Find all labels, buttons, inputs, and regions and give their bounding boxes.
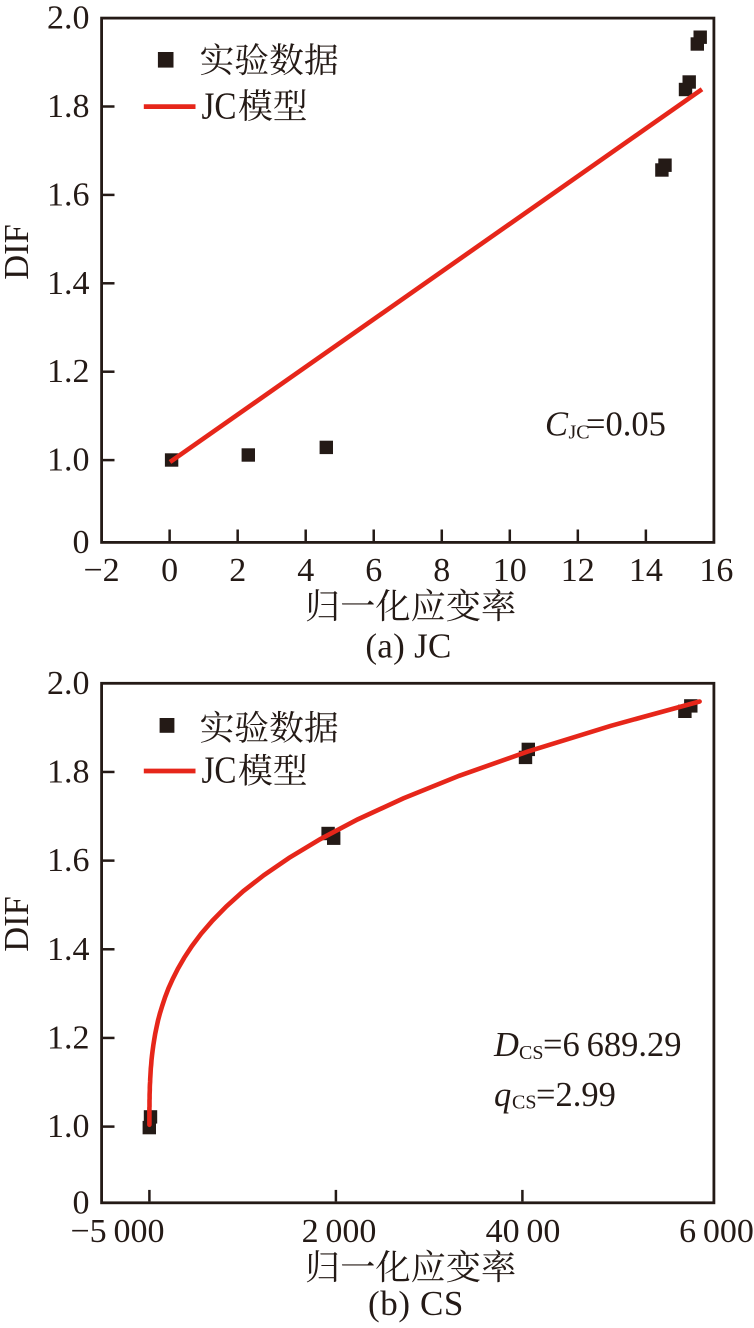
svg-text:10: 10 — [493, 552, 527, 589]
svg-text:CS: CS — [519, 1042, 543, 1064]
svg-text:−5 000: −5 000 — [71, 1213, 165, 1250]
svg-text:=0.05: =0.05 — [586, 406, 666, 444]
svg-text:DIF: DIF — [0, 896, 36, 952]
svg-text:16: 16 — [699, 552, 733, 589]
svg-text:8: 8 — [433, 552, 450, 589]
svg-text:=6 689.29: =6 689.29 — [543, 1026, 682, 1064]
svg-text:1.4: 1.4 — [47, 931, 90, 968]
svg-text:CS: CS — [512, 1092, 536, 1114]
svg-text:40 00: 40 00 — [486, 1213, 561, 1250]
svg-text:JC: JC — [569, 422, 590, 444]
svg-text:4: 4 — [297, 552, 314, 589]
svg-text:−2: −2 — [84, 552, 120, 589]
svg-text:2.0: 2.0 — [47, 665, 90, 702]
svg-text:1.8: 1.8 — [47, 88, 90, 125]
svg-text:0: 0 — [73, 1184, 90, 1221]
svg-text:14: 14 — [629, 552, 663, 589]
svg-text:(a) JC: (a) JC — [365, 627, 451, 666]
svg-text:1.8: 1.8 — [47, 754, 90, 791]
svg-text:DIF: DIF — [0, 224, 36, 280]
svg-text:2.0: 2.0 — [47, 0, 90, 37]
svg-text:0: 0 — [161, 552, 178, 589]
svg-text:1.6: 1.6 — [47, 176, 90, 213]
svg-text:C: C — [545, 406, 569, 444]
svg-text:2 000: 2 000 — [302, 1213, 377, 1250]
svg-text:1.0: 1.0 — [47, 1108, 90, 1145]
svg-text:1.2: 1.2 — [47, 353, 90, 390]
svg-text:q: q — [494, 1076, 511, 1114]
svg-text:6 000: 6 000 — [679, 1213, 754, 1250]
svg-text:1.2: 1.2 — [47, 1019, 90, 1056]
svg-text:D: D — [493, 1026, 519, 1064]
svg-text:2: 2 — [229, 552, 246, 589]
svg-text:JC: JC — [202, 85, 237, 127]
svg-text:12: 12 — [561, 552, 595, 589]
svg-text:1.6: 1.6 — [47, 842, 90, 879]
svg-text:0: 0 — [73, 524, 90, 561]
svg-text:=2.99: =2.99 — [536, 1076, 616, 1114]
svg-text:(b) CS: (b) CS — [368, 1284, 464, 1323]
svg-text:1.4: 1.4 — [47, 265, 90, 302]
svg-text:6: 6 — [365, 552, 382, 589]
svg-text:JC: JC — [202, 750, 237, 792]
svg-text:1.0: 1.0 — [47, 442, 90, 479]
